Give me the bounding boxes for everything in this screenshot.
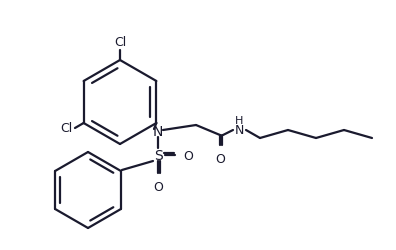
Text: N: N	[234, 124, 244, 137]
Text: O: O	[153, 180, 163, 193]
Text: S: S	[154, 148, 162, 162]
Text: O: O	[215, 152, 225, 165]
Text: Cl: Cl	[61, 122, 73, 135]
Text: H: H	[235, 116, 243, 126]
Text: O: O	[183, 149, 193, 162]
Text: Cl: Cl	[114, 36, 126, 49]
Text: N: N	[153, 124, 163, 138]
